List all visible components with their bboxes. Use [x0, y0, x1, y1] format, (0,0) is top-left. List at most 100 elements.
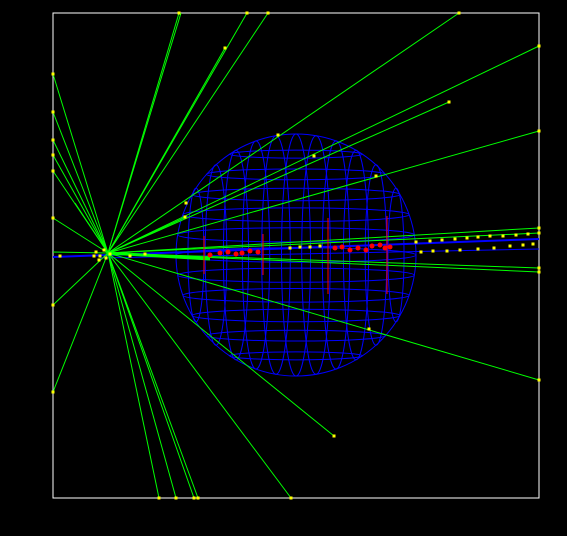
sphere-longitude: [301, 135, 331, 375]
energy-deposit: [369, 243, 375, 249]
hit-point: [51, 169, 55, 173]
track-line: [107, 252, 160, 499]
sphere-latitude: [182, 207, 410, 222]
hit-point: [465, 236, 469, 240]
hit-point: [521, 243, 525, 247]
track-line: [52, 73, 109, 254]
hit-point: [414, 240, 418, 244]
track-line: [107, 12, 460, 254]
hit-point: [458, 248, 462, 252]
hit-point: [58, 254, 62, 258]
hit-point: [440, 238, 444, 242]
hit-point: [537, 129, 541, 133]
track-line: [107, 252, 195, 499]
track-line: [107, 252, 540, 269]
track-line: [107, 12, 182, 254]
hit-points: [51, 11, 541, 500]
hit-point: [51, 138, 55, 142]
track-line: [52, 252, 109, 393]
track-line: [107, 12, 269, 254]
track-line: [107, 130, 540, 254]
hit-point: [537, 266, 541, 270]
hit-point: [98, 254, 102, 258]
track-line: [107, 101, 450, 254]
hit-point: [184, 201, 188, 205]
hit-point: [245, 11, 249, 15]
hit-point: [537, 378, 541, 382]
hit-point: [51, 153, 55, 157]
energy-deposit: [207, 252, 213, 258]
hit-point: [508, 244, 512, 248]
energy-deposit: [382, 245, 388, 251]
energy-deposit: [347, 247, 353, 253]
hit-point: [318, 244, 322, 248]
hit-point: [537, 44, 541, 48]
track-line: [107, 252, 199, 499]
track-line: [107, 45, 540, 254]
hit-point: [308, 245, 312, 249]
hit-point: [51, 110, 55, 114]
sphere-latitude: [177, 267, 415, 283]
energy-deposits: [203, 216, 393, 294]
hit-point: [51, 216, 55, 220]
energy-deposit: [247, 248, 253, 254]
sphere-latitude: [229, 149, 363, 159]
track-line: [52, 251, 109, 254]
track-line: [107, 252, 540, 381]
hit-point: [128, 254, 132, 258]
hit-point: [298, 245, 302, 249]
energy-deposit: [377, 242, 383, 248]
hit-point: [276, 133, 280, 137]
track-line: [52, 111, 109, 254]
sphere-latitude: [182, 288, 410, 303]
energy-deposit: [255, 249, 261, 255]
energy-deposit: [355, 245, 361, 251]
sphere-longitude: [387, 187, 405, 323]
hit-point: [457, 11, 461, 15]
hit-point: [431, 249, 435, 253]
hit-point: [537, 226, 541, 230]
hit-point: [514, 233, 518, 237]
hit-point: [428, 239, 432, 243]
hit-point: [288, 246, 292, 250]
sphere-longitude: [280, 133, 312, 377]
hit-point: [183, 215, 187, 219]
hit-point: [192, 496, 196, 500]
particle-tracks: [52, 12, 540, 499]
hit-point: [332, 434, 336, 438]
hit-point: [492, 246, 496, 250]
hit-point: [92, 254, 96, 258]
track-line: [74, 202, 109, 254]
hit-point: [374, 174, 378, 178]
sphere-latitude: [229, 351, 363, 361]
hit-point: [447, 100, 451, 104]
hit-point: [537, 270, 541, 274]
track-line: [107, 47, 226, 254]
hit-point: [196, 496, 200, 500]
hit-point: [476, 247, 480, 251]
energy-deposit: [332, 245, 338, 251]
energy-deposit: [363, 247, 369, 253]
hit-point: [312, 154, 316, 158]
track-line: [107, 227, 540, 254]
energy-deposit: [217, 250, 223, 256]
track-line: [107, 252, 335, 437]
energy-deposit: [339, 244, 345, 250]
hit-point: [51, 303, 55, 307]
sphere-longitude: [342, 149, 370, 361]
energy-deposit: [233, 251, 239, 257]
hit-point: [157, 496, 161, 500]
track-line: [107, 216, 187, 254]
track-line: [52, 217, 109, 254]
hit-point: [51, 72, 55, 76]
track-line: [107, 252, 292, 499]
hit-point: [445, 249, 449, 253]
hit-point: [419, 250, 423, 254]
hit-point: [51, 390, 55, 394]
track-line: [107, 252, 177, 499]
track-line: [52, 154, 109, 254]
hit-point: [108, 252, 112, 256]
hit-point: [104, 256, 108, 260]
hit-point: [266, 11, 270, 15]
